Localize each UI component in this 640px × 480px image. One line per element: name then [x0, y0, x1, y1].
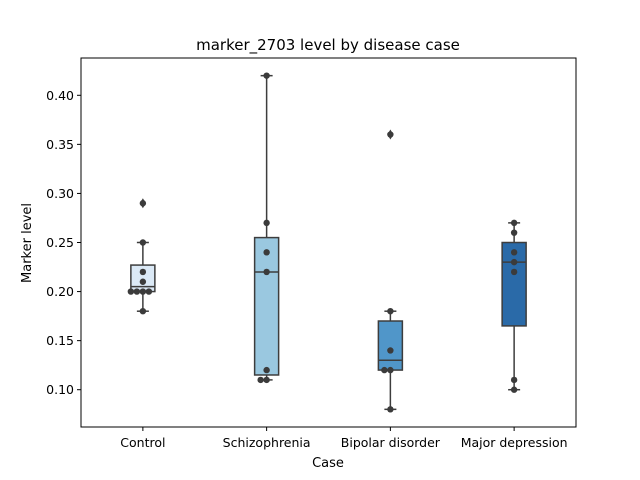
data-point	[510, 386, 518, 393]
data-point	[510, 258, 518, 266]
box-group	[253, 74, 280, 381]
swarm-points	[257, 72, 270, 384]
box-iqr	[253, 236, 280, 376]
y-tick-label: 0.10	[46, 382, 74, 397]
data-point	[139, 307, 147, 315]
data-point	[139, 278, 147, 285]
data-point	[510, 229, 518, 236]
data-point	[510, 376, 518, 384]
box-iqr	[501, 241, 527, 327]
y-tick-label: 0.30	[46, 186, 74, 201]
y-tick-label: 0.35	[46, 137, 74, 152]
box-iqr	[377, 320, 404, 371]
data-point	[127, 288, 135, 295]
box-group	[501, 222, 527, 391]
data-point	[387, 307, 394, 315]
data-point	[139, 239, 147, 246]
x-axis-label: Case	[312, 456, 344, 471]
y-tick-label: 0.25	[46, 235, 74, 250]
data-point	[139, 288, 147, 295]
data-point	[139, 268, 147, 276]
x-tick-label: Major depression	[461, 435, 568, 450]
axes: 0.10 0.15 0.20 0.25 0.30 0.35 0.40 Control Schiz…	[46, 57, 577, 450]
data-point	[145, 288, 153, 295]
data-point	[263, 72, 270, 79]
data-point	[387, 366, 394, 374]
box-group	[377, 129, 404, 411]
data-point	[263, 219, 270, 227]
y-axis-label: Marker level	[20, 203, 35, 283]
swarm-points	[127, 200, 153, 315]
y-tick-label: 0.15	[46, 333, 74, 348]
x-tick-label: Control	[120, 435, 165, 450]
chart-title: marker_2703 level by disease case	[196, 36, 460, 55]
y-tick-label: 0.40	[46, 88, 74, 103]
data-point	[510, 219, 518, 227]
data-point	[510, 268, 518, 276]
data-point	[381, 366, 388, 374]
plot-area	[127, 72, 527, 413]
data-point	[263, 268, 270, 276]
x-tick-label: Schizophrenia	[223, 435, 311, 450]
data-point	[263, 249, 270, 256]
swarm-points	[381, 131, 394, 413]
swarm-points	[510, 219, 518, 393]
data-point	[387, 347, 394, 354]
data-point	[263, 366, 270, 374]
y-tick-label: 0.20	[46, 284, 74, 299]
data-point	[139, 200, 147, 207]
data-point	[133, 288, 141, 295]
data-point	[387, 406, 394, 413]
data-point	[387, 131, 394, 138]
data-point	[510, 249, 518, 256]
data-point	[257, 376, 264, 384]
x-tick-label: Bipolar disorder	[341, 435, 441, 450]
data-point	[263, 376, 270, 384]
